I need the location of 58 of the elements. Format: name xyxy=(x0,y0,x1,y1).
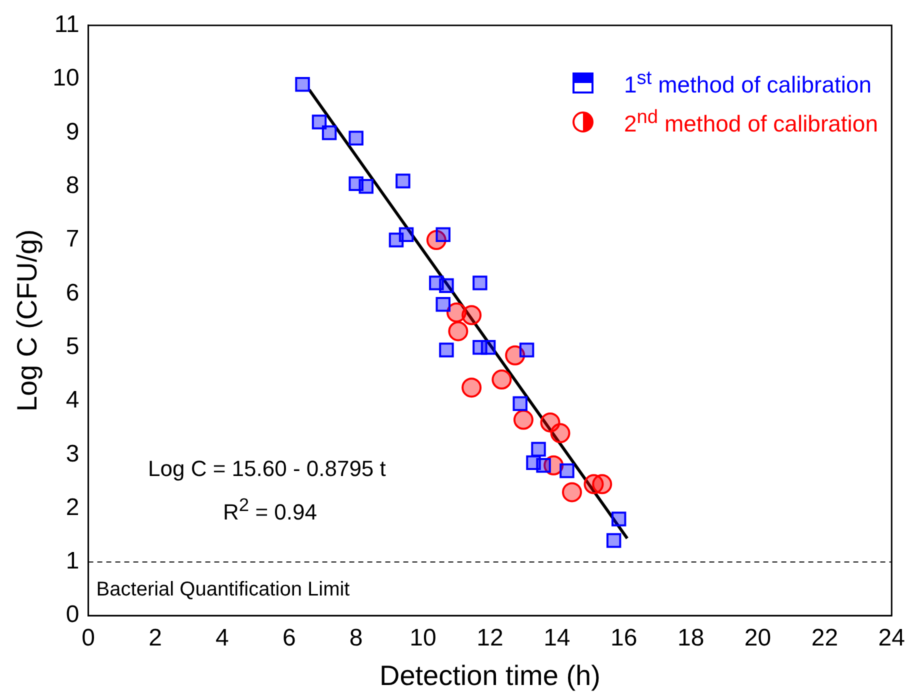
y-tick-label: 7 xyxy=(66,226,80,253)
point xyxy=(606,533,622,548)
y-tick-label: 8 xyxy=(66,172,80,199)
point xyxy=(512,396,528,412)
x-tick-label: 12 xyxy=(476,624,504,652)
y-tick-label: 1 xyxy=(66,548,80,575)
x-tick-label: 10 xyxy=(410,624,436,652)
legend-label: 1$^{st}$ method of calibration xyxy=(624,68,872,99)
point xyxy=(562,482,582,502)
y-tick-label: 10 xyxy=(52,64,80,92)
point xyxy=(611,512,626,526)
point xyxy=(592,474,612,494)
y-tick-label: 11 xyxy=(54,11,80,38)
point xyxy=(448,321,468,342)
point xyxy=(462,305,482,326)
point xyxy=(436,297,450,312)
legend-label: 2$^{nd}$ method of calibration xyxy=(624,106,878,138)
point xyxy=(472,276,488,290)
y-axis-title: Log C (CFU/g) xyxy=(12,229,43,412)
y-tick-label: 3 xyxy=(66,440,80,468)
x-tick-label: 24 xyxy=(878,624,906,652)
annotation: R$^{2}$ = 0.94 xyxy=(223,494,317,526)
x-tick-label: 16 xyxy=(610,624,638,652)
point xyxy=(322,125,337,140)
point xyxy=(462,378,482,398)
point xyxy=(513,410,534,430)
annotation: Log C = 15.60 - 0.8795 t xyxy=(148,456,386,482)
y-tick-label: 4 xyxy=(66,386,80,414)
y-tick-label: 6 xyxy=(66,279,80,306)
y-tick-label: 9 xyxy=(66,118,80,146)
point xyxy=(396,174,410,188)
point xyxy=(531,442,546,457)
x-axis-title: Detection time (h) xyxy=(379,660,600,691)
point xyxy=(439,342,454,358)
x-tick-label: 4 xyxy=(216,624,229,652)
point xyxy=(358,179,374,194)
y-tick-label: 0 xyxy=(66,601,80,628)
x-tick-label: 22 xyxy=(811,624,838,652)
point xyxy=(519,342,534,358)
x-tick-label: 14 xyxy=(544,624,570,652)
point xyxy=(550,423,570,444)
y-tick-label: 5 xyxy=(66,332,80,360)
point xyxy=(312,114,327,130)
x-tick-label: 20 xyxy=(744,624,772,652)
point xyxy=(480,340,496,355)
y-tick-label: 2 xyxy=(66,494,80,521)
x-tick-label: 18 xyxy=(677,624,704,652)
ref-line-label: Bacterial Quantification Limit xyxy=(96,578,350,600)
point xyxy=(536,458,551,473)
x-tick-label: 8 xyxy=(349,624,363,652)
point xyxy=(295,77,310,92)
point xyxy=(492,370,512,390)
point xyxy=(439,278,454,293)
point xyxy=(560,463,574,478)
point xyxy=(398,227,414,242)
point xyxy=(348,130,364,146)
x-tick-label: 6 xyxy=(282,624,296,652)
x-tick-label: 2 xyxy=(148,624,162,652)
